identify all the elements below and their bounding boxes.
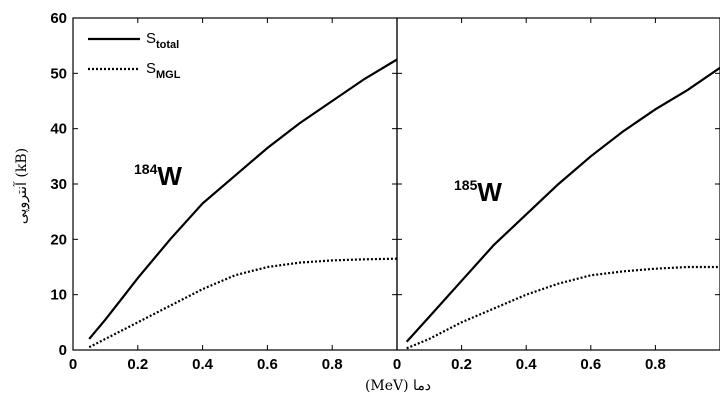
left-x-tick-label: 0 [69,356,77,373]
y-tick-label: 20 [50,231,67,248]
left-x-tick-label: 0.8 [322,356,343,373]
y-tick-label: 60 [50,10,67,27]
left-x-tick-label: 0.4 [192,356,214,373]
right-x-tick-label: 0.6 [580,356,601,373]
left-series-total-line [88,58,398,340]
legend-mgl-label: SMGL [146,60,181,81]
right-x-tick-label: 0 [393,356,401,373]
y-tick-label: 10 [50,287,67,304]
left-x-tick-label: 0.2 [127,356,148,373]
right-series-mgl-line [406,265,720,350]
right-x-tick-label: 0.2 [451,356,472,373]
legend: Stotal SMGL [88,30,181,81]
right-x-tick-label: 0.4 [516,356,538,373]
isotope-label-185w: 185W [454,177,502,207]
x-axis-label: (MeV) دما [365,378,431,394]
legend-total-label: Stotal [146,30,179,51]
y-tick-label: 40 [50,121,67,138]
left-series-mgl-line [88,257,398,349]
y-axis-label: آنتروپی (kB) [12,148,30,224]
y-tick-label: 30 [50,176,67,193]
right-x-tick-label: 0.8 [645,356,666,373]
right-panel: 0 0.2 0.4 0.6 0.8 185W [393,17,720,373]
left-panel: 0 0.2 0.4 0.6 0.8 0 10 20 30 40 50 60 Stotal SMGL 1… [50,10,398,373]
y-tick-label: 50 [50,65,67,82]
right-series-total-line [405,66,720,343]
left-x-tick-label: 0.6 [257,356,278,373]
isotope-label-184w: 184W [134,161,182,191]
y-tick-label: 0 [59,342,67,359]
